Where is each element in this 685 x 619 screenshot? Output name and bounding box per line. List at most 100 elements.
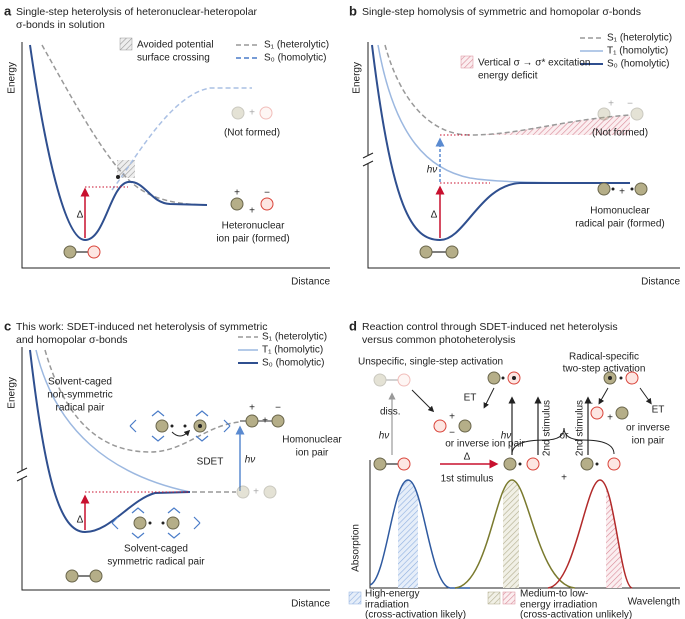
s1-curve	[44, 349, 241, 453]
not-formed: (Not formed)	[592, 128, 648, 139]
deficit: energy deficit	[478, 71, 538, 82]
title: versus common photoheterolysis	[362, 334, 516, 346]
hatch-high	[398, 480, 418, 588]
axes	[367, 42, 680, 269]
product: ion pair (formed)	[216, 234, 289, 245]
radical: Radical-specific	[569, 352, 639, 363]
title: This work: SDET-induced net heterolysis …	[16, 321, 268, 333]
radical-dot	[148, 521, 152, 525]
ion	[590, 406, 604, 420]
label: d	[349, 318, 357, 333]
atom	[419, 245, 433, 259]
caged-nonsym: non-symmetric	[47, 390, 113, 401]
unspecific: Unspecific, single-step activation	[358, 357, 503, 368]
or: or	[560, 431, 570, 442]
et: ET	[464, 393, 477, 404]
axes	[369, 460, 680, 589]
plus: +	[619, 187, 625, 198]
ion	[260, 197, 274, 211]
medium: (cross-activation unlikely)	[520, 610, 632, 619]
medium: Medium-to low-	[520, 589, 588, 600]
inverse2: ion pair	[632, 436, 665, 447]
ion	[245, 414, 259, 428]
sdet: SDET	[197, 457, 224, 468]
s0-curve	[29, 349, 191, 534]
axes	[21, 347, 330, 591]
plus: +	[449, 412, 455, 423]
product: Homonuclear	[590, 206, 650, 217]
minus: −	[627, 99, 633, 110]
plus: +	[249, 403, 255, 414]
radical	[166, 516, 180, 530]
s0: S₀ (homolytic)	[262, 358, 325, 369]
delta: Δ	[464, 452, 471, 463]
crossing: Avoided potential	[137, 40, 214, 51]
atom	[373, 457, 387, 471]
x-axis: Distance	[641, 277, 680, 288]
delta: Δ	[431, 210, 438, 221]
not-formed-species	[597, 107, 644, 121]
brace	[511, 427, 615, 455]
ion	[615, 406, 629, 420]
label: c	[4, 318, 11, 333]
not-formed: (Not formed)	[224, 128, 280, 139]
deficit: Vertical σ → σ* excitation	[478, 58, 590, 69]
y-axis: Energy	[352, 62, 363, 94]
radical-dot	[518, 462, 522, 466]
absorption-red	[547, 479, 633, 589]
atom	[63, 245, 77, 259]
radical-dot	[198, 424, 202, 428]
s0-curve	[29, 44, 208, 242]
delta: Δ	[77, 515, 84, 526]
radical	[580, 457, 594, 471]
inverse2: or inverse	[626, 423, 670, 434]
crossing-point	[116, 175, 120, 179]
panel-b	[362, 37, 680, 269]
radical: two-step activation	[563, 364, 646, 375]
radical-dot	[608, 376, 612, 380]
plus: +	[253, 487, 259, 498]
ion	[458, 419, 472, 433]
legend-hatch	[119, 37, 133, 51]
s0-diabatic	[111, 87, 252, 191]
x-axis: Distance	[291, 599, 330, 610]
title: σ-bonds in solution	[16, 19, 105, 31]
s1-curve	[41, 44, 206, 206]
title: Reaction control through SDET-induced ne…	[362, 321, 618, 333]
hatch-low	[606, 480, 622, 588]
label: a	[4, 3, 12, 18]
minus: −	[264, 188, 270, 199]
t1-curve	[35, 349, 191, 493]
s0-curve	[371, 44, 630, 242]
arrow	[483, 387, 495, 409]
axes	[21, 42, 330, 269]
radical	[634, 182, 648, 196]
panel-d	[348, 371, 680, 605]
caged-nonsym: Solvent-caged	[48, 377, 112, 388]
high: irradiation	[365, 600, 409, 611]
radical-dot	[161, 521, 165, 525]
legend-hatch	[502, 591, 516, 605]
hv: hν	[245, 455, 256, 466]
radical	[503, 457, 517, 471]
energy-deficit	[470, 115, 630, 135]
plus: +	[249, 108, 255, 119]
atom	[445, 245, 459, 259]
plus: +	[607, 413, 613, 424]
delta: Δ	[77, 210, 84, 221]
legend-hatch	[460, 55, 474, 69]
product: Homonuclear	[282, 435, 342, 446]
absorption-olive	[454, 479, 576, 589]
radical-dot	[595, 462, 599, 466]
y-axis: Absorption	[351, 524, 362, 572]
legend-hatch	[348, 591, 362, 605]
caged-nonsym: radical pair	[56, 403, 106, 414]
radical-dot	[170, 424, 174, 428]
s1: S₁ (heterolytic)	[607, 33, 672, 44]
radical	[487, 371, 501, 385]
plus: +	[561, 473, 567, 484]
x-axis: Distance	[291, 277, 330, 288]
not-formed-species	[231, 106, 273, 120]
medium: energy irradiation	[520, 600, 597, 611]
